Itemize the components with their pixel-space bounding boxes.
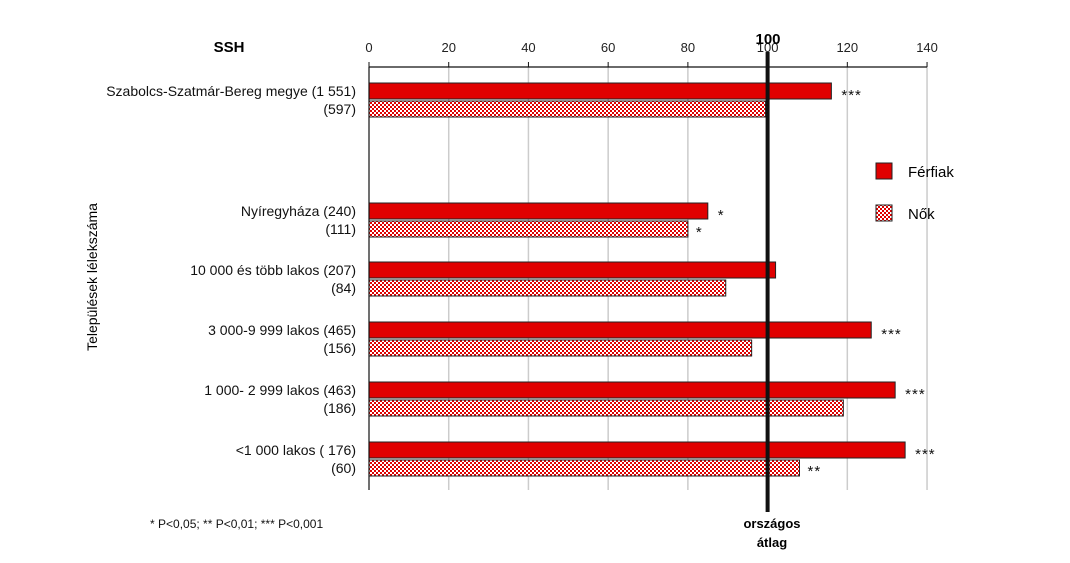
legend-label-men: Férfiak [908,164,954,181]
legend: Férfiak Nők [875,162,954,223]
legend-label-women: Nők [908,206,935,223]
bar-women [368,339,753,357]
bar-women [368,220,689,238]
category-label-men: Szabolcs-Szatmár-Bereg megye (1 551) [106,83,356,99]
bar-women [368,399,844,417]
y-axis-label: Települések lélekszáma [84,203,100,351]
bar-men [368,381,896,399]
reference-caption-line1: országos [743,516,800,531]
x-tick-label: 40 [521,40,535,55]
significance-men: *** [905,386,926,403]
labels: 0 20 40 60 80 100 120 140 Szabolcs-Szatmár-Bereg… [106,40,938,480]
category-label-men: 3 000-9 999 lakos (465) [208,322,356,338]
category-label-women: (156) [323,340,356,356]
axes [368,52,928,512]
significance-men: *** [841,87,862,104]
category-label-women: (84) [331,280,356,296]
bar-women [368,100,767,118]
bar-women [368,279,727,297]
category-label-men: 1 000- 2 999 lakos (463) [204,382,356,398]
legend-swatch-men [875,162,893,180]
reference-value-label: 100 [755,31,780,48]
reference-caption-line2: átlag [757,535,787,550]
bar-men [368,321,872,339]
x-tick-label: 20 [441,40,455,55]
bar-men [368,202,709,220]
category-label-women: (111) [325,221,356,237]
x-tick-label: 120 [836,40,858,55]
x-tick-label: 80 [681,40,695,55]
x-tick-label: 0 [365,40,372,55]
category-label-men: 10 000 és több lakos (207) [190,262,356,278]
significance-women: * [696,224,703,241]
bar-women [368,459,800,477]
category-label-women: (60) [331,460,356,476]
bar-men [368,82,832,100]
category-label-women: (597) [323,101,356,117]
x-tick-label: 140 [916,40,938,55]
x-tick-label: 60 [601,40,615,55]
bar-men [368,441,906,459]
category-label-men: <1 000 lakos ( 176) [236,442,356,458]
footnote: * P<0,05; ** P<0,01; *** P<0,001 [150,517,323,531]
significance-women: ** [807,463,821,480]
bars [368,82,906,477]
x-tick-label: 100 [757,40,779,55]
bar-men [368,261,777,279]
header-label: SSH [214,39,245,56]
significance-men: * [718,207,725,224]
legend-swatch-women [875,204,893,222]
category-label-men: Nyíregyháza (240) [241,203,356,219]
category-label-women: (186) [323,400,356,416]
significance-men: *** [881,326,902,343]
significance-men: *** [915,446,936,463]
